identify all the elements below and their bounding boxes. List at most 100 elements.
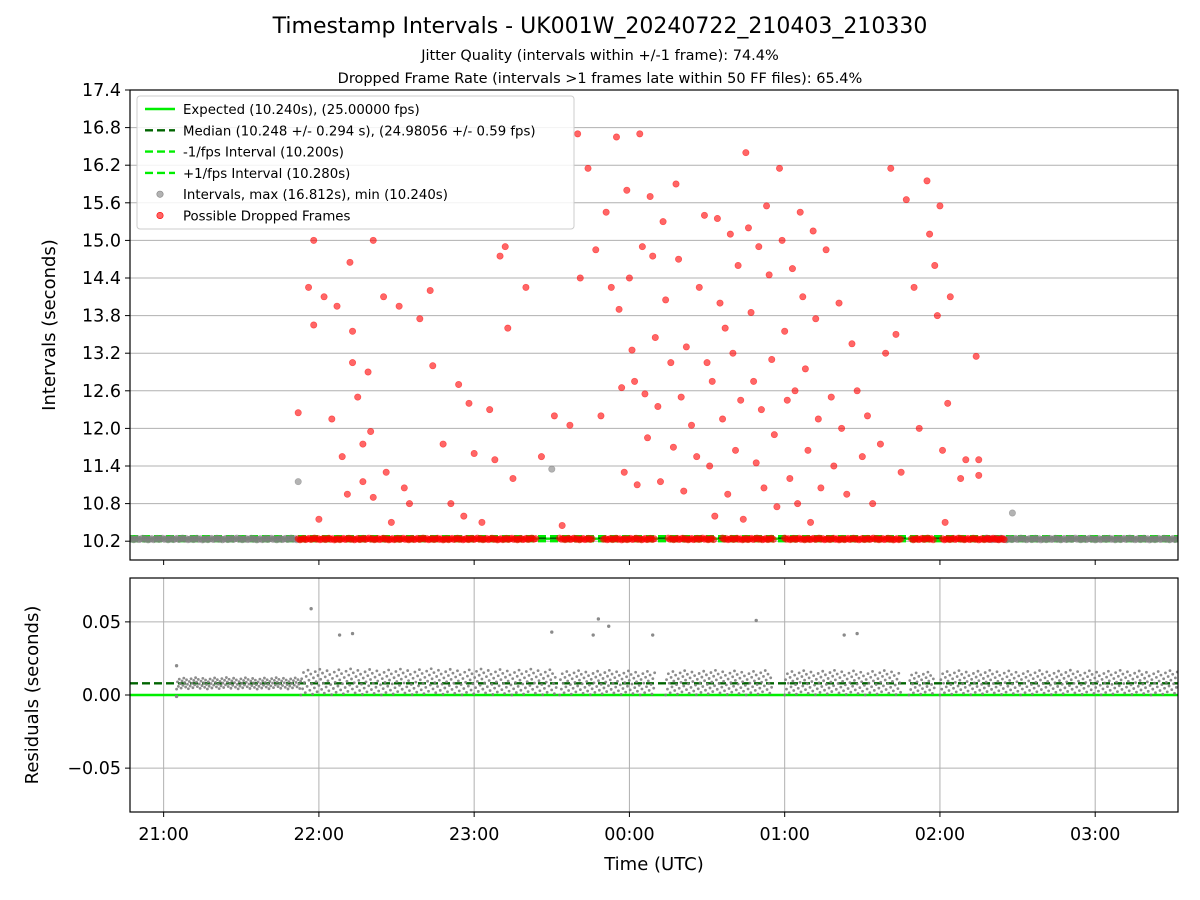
dropped-frame-baseline-point (531, 535, 539, 543)
residual-point (823, 688, 826, 692)
residual-point (510, 693, 514, 697)
residual-point (789, 685, 793, 689)
residual-point (589, 677, 593, 681)
residual-point (882, 669, 886, 672)
residual-point (296, 678, 300, 681)
residual-point (927, 679, 931, 683)
residual-point (709, 671, 713, 674)
residual-point (1109, 673, 1113, 677)
residual-point (1151, 687, 1155, 691)
residual-point (972, 672, 975, 675)
residual-point (1000, 692, 1003, 696)
residual-point (312, 686, 316, 690)
residual-point (686, 682, 690, 686)
residual-point (862, 683, 866, 687)
residual-point (1137, 669, 1141, 673)
residual-point (638, 693, 642, 697)
residual-point (258, 677, 262, 681)
residual-point (842, 689, 845, 693)
residual-point (266, 682, 270, 686)
residual-point (424, 686, 428, 689)
residual-point (907, 693, 911, 697)
dropped-frame-point (359, 478, 367, 486)
residual-point (995, 670, 999, 674)
residual-point (279, 686, 283, 690)
residual-point (575, 675, 579, 678)
dropped-frame-point (869, 500, 877, 508)
residual-point (579, 672, 583, 676)
residual-point (306, 668, 310, 672)
residual-point (829, 680, 833, 684)
residual-point (515, 674, 519, 678)
residual-outlier-point (842, 633, 846, 637)
residual-point (247, 682, 251, 686)
residual-point (570, 677, 574, 681)
residual-point (922, 681, 926, 685)
residual-point (955, 675, 959, 678)
dropped-frame-point (349, 359, 357, 367)
residual-point (1027, 679, 1031, 683)
residual-point (504, 685, 508, 689)
residual-point (379, 693, 383, 697)
residual-point (1030, 692, 1034, 696)
dropped-frame-point (726, 230, 734, 238)
dropped-frame-point (669, 443, 677, 451)
residual-point (219, 684, 223, 688)
residual-point (615, 670, 619, 674)
residual-point (255, 687, 259, 691)
residual-point (886, 682, 890, 686)
residual-point (988, 668, 992, 672)
residual-point (327, 689, 331, 693)
residual-point (232, 676, 236, 680)
residual-point (1056, 685, 1060, 688)
residual-point (1042, 691, 1046, 695)
dropped-frame-point (926, 230, 934, 238)
residual-point (646, 679, 650, 683)
residual-point (1075, 685, 1079, 689)
residual-point (598, 688, 601, 692)
residual-point (949, 683, 953, 687)
residual-point (360, 682, 363, 686)
residual-point (630, 682, 634, 686)
bottom-y-tick-label: −0.05 (67, 759, 121, 779)
residual-point (848, 681, 852, 685)
residual-point (1139, 688, 1143, 692)
residual-point (586, 689, 590, 693)
legend-swatch-marker (156, 212, 164, 220)
residual-point (613, 676, 617, 679)
residual-point (918, 683, 922, 687)
dropped-frame-point (732, 446, 740, 454)
residual-point (430, 677, 434, 681)
residual-point (1150, 678, 1154, 681)
residual-point (642, 681, 646, 685)
residual-point (861, 689, 864, 693)
residual-point (226, 685, 230, 688)
top-y-tick-label: 15.0 (82, 231, 121, 251)
residual-point (825, 692, 829, 696)
residual-point (263, 681, 267, 684)
dropped-frame-point (343, 490, 351, 498)
residual-point (851, 684, 854, 688)
residual-point (489, 672, 493, 676)
residual-point (913, 685, 917, 689)
residual-point (1053, 681, 1057, 685)
dropped-frame-point (812, 315, 820, 323)
residual-point (559, 687, 563, 691)
residual-point (724, 673, 727, 677)
residual-outlier-point (855, 631, 859, 636)
residual-point (1129, 683, 1133, 687)
residual-point (551, 672, 554, 675)
residual-point (799, 690, 803, 694)
residual-point (629, 673, 633, 676)
residual-point (735, 673, 739, 676)
residual-point (200, 684, 204, 687)
residual-point (479, 667, 483, 671)
residual-point (295, 685, 299, 689)
residual-point (733, 669, 736, 673)
residual-point (639, 678, 643, 681)
residual-point (312, 676, 315, 680)
residual-point (668, 691, 672, 695)
residual-point (912, 677, 916, 680)
residual-point (627, 678, 631, 682)
residual-point (406, 669, 410, 672)
